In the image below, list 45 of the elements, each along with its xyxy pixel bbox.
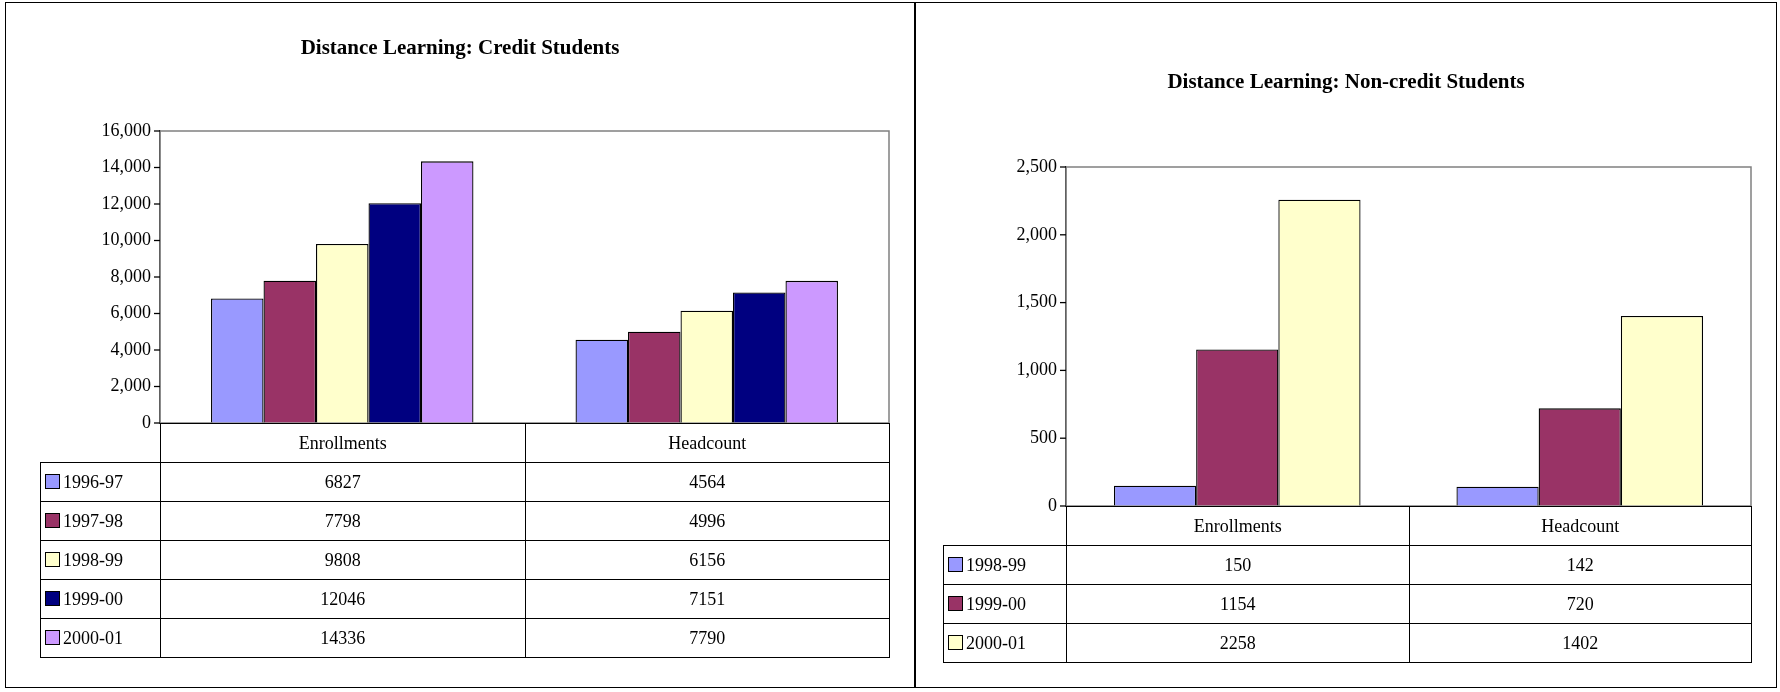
legend-label: 1999-00 — [966, 593, 1026, 614]
y-tick-label: 500 — [1030, 426, 1057, 447]
y-tick-label: 10,000 — [101, 229, 151, 250]
y-tick-label: 16,000 — [101, 119, 151, 140]
legend-label: 1999-00 — [63, 588, 123, 609]
data-label: 1154 — [1066, 584, 1409, 624]
data-label: 1402 — [1409, 623, 1752, 663]
data-label: 720 — [1409, 584, 1752, 624]
data-label: 142 — [1409, 545, 1752, 585]
legend-label: 2000-01 — [63, 627, 123, 648]
legend-label: 1998-99 — [966, 554, 1026, 575]
y-tick-label: 8,000 — [110, 265, 151, 286]
data-label: 6827 — [160, 462, 525, 502]
data-label: 6156 — [525, 540, 890, 580]
y-tick-label: 1,500 — [1016, 291, 1057, 312]
legend-label: 2000-01 — [966, 632, 1026, 653]
y-tick-label: 2,000 — [110, 375, 151, 396]
data-label: 7798 — [160, 501, 525, 541]
x-tick-label: Enrollments — [160, 423, 525, 463]
chart-title: Distance Learning: Credit Students — [299, 35, 621, 60]
data-label: 14336 — [160, 618, 525, 658]
y-tick-label: 0 — [1048, 494, 1057, 515]
legend-label: 1997-98 — [63, 510, 123, 531]
x-tick-label: Enrollments — [1066, 506, 1409, 546]
y-tick-label: 14,000 — [101, 156, 151, 177]
y-tick-label: 4,000 — [110, 338, 151, 359]
data-label: 9808 — [160, 540, 525, 580]
data-label: 150 — [1066, 545, 1409, 585]
y-tick-label: 2,500 — [1016, 155, 1057, 176]
data-label: 4996 — [525, 501, 890, 541]
data-label: 7790 — [525, 618, 890, 658]
chart-title: Distance Learning: Non-credit Students — [1166, 69, 1526, 94]
x-tick-label: Headcount — [1409, 506, 1752, 546]
data-label: 2258 — [1066, 623, 1409, 663]
y-tick-label: 0 — [142, 411, 151, 432]
legend-label: 1996-97 — [63, 471, 123, 492]
legend-label: 1998-99 — [63, 549, 123, 570]
x-tick-label: Headcount — [525, 423, 890, 463]
y-tick-label: 12,000 — [101, 192, 151, 213]
data-label: 7151 — [525, 579, 890, 619]
y-tick-label: 1,000 — [1016, 359, 1057, 380]
data-label: 4564 — [525, 462, 890, 502]
y-tick-label: 6,000 — [110, 302, 151, 323]
y-tick-label: 2,000 — [1016, 223, 1057, 244]
data-label: 12046 — [160, 579, 525, 619]
